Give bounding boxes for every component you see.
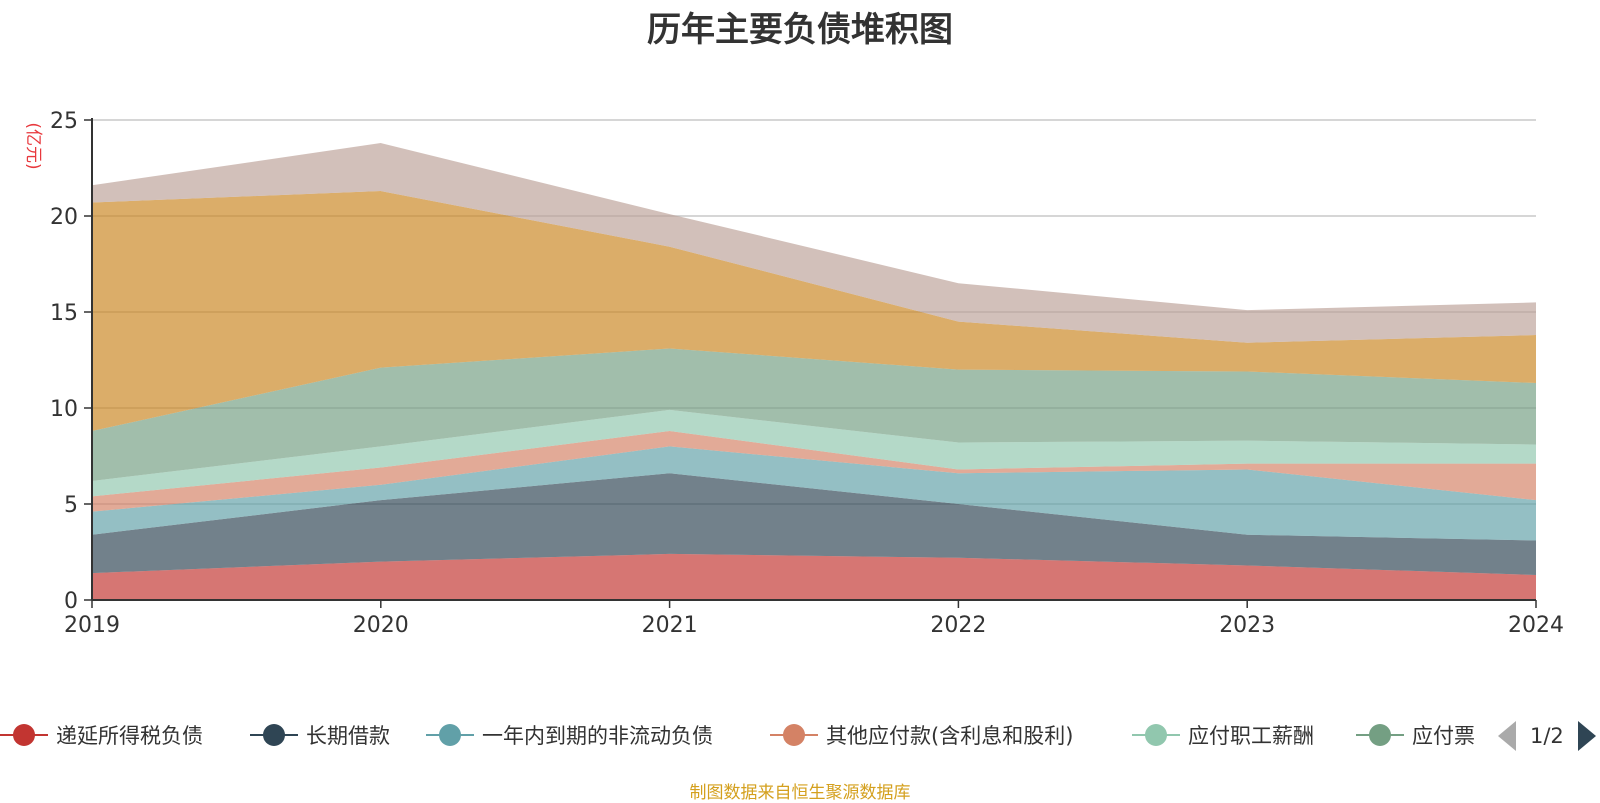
y-tick-label: 25: [50, 109, 78, 134]
legend-label: 一年内到期的非流动负债: [482, 724, 713, 748]
x-tick-label: 2022: [930, 613, 986, 638]
y-tick-label: 10: [50, 397, 78, 422]
legend-pager: 1/2: [1498, 718, 1600, 754]
x-tick-label: 2021: [642, 613, 698, 638]
y-tick-label: 20: [50, 205, 78, 230]
x-tick-label: 2024: [1508, 613, 1564, 638]
legend-prev-icon[interactable]: [1498, 721, 1516, 751]
y-axis-label: (亿元): [23, 122, 43, 169]
legend: 递延所得税负债 长期借款 一年内到期的非流动负债 其他应付款(含利息和股利) 应付职工薪…: [0, 715, 1600, 755]
area-series-1[interactable]: [92, 473, 1536, 576]
area-series-6[interactable]: [92, 191, 1536, 432]
legend-item[interactable]: 其他应付款(含利息和股利): [770, 715, 1073, 755]
legend-marker-icon: [426, 722, 474, 748]
legend-marker-icon: [770, 722, 818, 748]
data-source-note: 制图数据来自恒生聚源数据库: [689, 783, 911, 803]
x-tick-label: 2019: [64, 613, 120, 638]
legend-marker-icon: [1356, 722, 1404, 748]
x-tick-label: 2023: [1219, 613, 1275, 638]
area-series-7[interactable]: [92, 143, 1536, 343]
legend-label: 其他应付款(含利息和股利): [826, 724, 1074, 748]
legend-item[interactable]: 应付票: [1356, 715, 1475, 755]
y-tick-label: 5: [64, 493, 78, 518]
legend-label: 应付票: [1412, 724, 1475, 748]
legend-marker-icon: [250, 722, 298, 748]
y-tick-label: 0: [64, 589, 78, 614]
legend-page-indicator: 1/2: [1530, 724, 1564, 748]
y-tick-label: 15: [50, 301, 78, 326]
area-series-2[interactable]: [92, 446, 1536, 541]
axes: 0 5 10 15 20 25 2019 2020 2021 2022 2023 2024: [50, 109, 1564, 638]
chart-plot: 0 5 10 15 20 25 2019 2020 2021 2022 2023 2024 (亿元): [23, 109, 1564, 638]
legend-label: 应付职工薪酬: [1188, 724, 1314, 748]
legend-marker-icon: [1132, 722, 1180, 748]
legend-marker-icon: [0, 722, 48, 748]
legend-item[interactable]: 递延所得税负债: [0, 715, 203, 755]
legend-item[interactable]: 长期借款: [250, 715, 390, 755]
x-tick-label: 2020: [353, 613, 409, 638]
area-series-5[interactable]: [92, 348, 1536, 481]
area-series-4[interactable]: [92, 409, 1536, 497]
legend-item[interactable]: 应付职工薪酬: [1132, 715, 1314, 755]
area-series-0[interactable]: [92, 553, 1536, 600]
legend-label: 递延所得税负债: [56, 724, 203, 748]
area-series: [92, 143, 1536, 600]
chart-title: 历年主要负债堆积图: [647, 10, 953, 50]
area-series-3[interactable]: [92, 431, 1536, 512]
legend-next-icon[interactable]: [1577, 721, 1596, 751]
legend-item[interactable]: 一年内到期的非流动负债: [426, 715, 713, 755]
legend-label: 长期借款: [306, 724, 390, 748]
